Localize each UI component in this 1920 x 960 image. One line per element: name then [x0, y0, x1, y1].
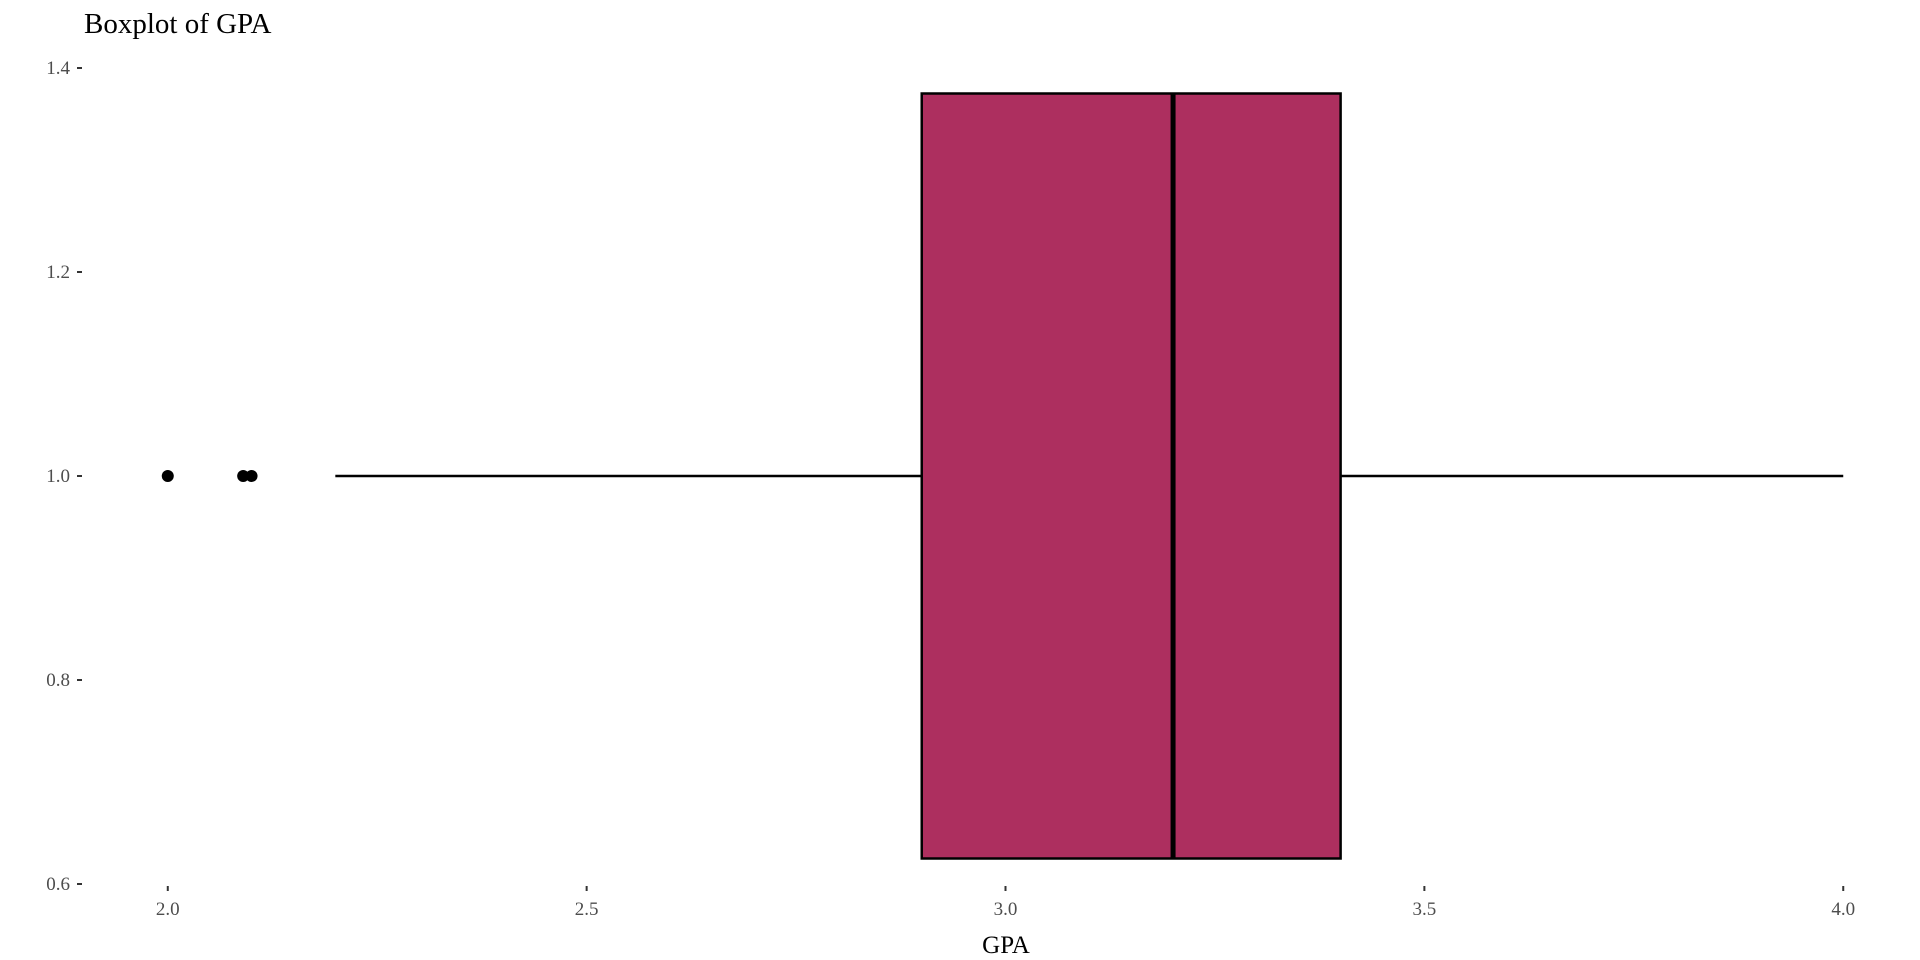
- plot-area: [161, 92, 1844, 860]
- y-tick-label: 0.6: [46, 874, 70, 895]
- x-tick-label: 3.5: [1413, 899, 1437, 920]
- outlier-point: [161, 470, 174, 482]
- outlier-point: [245, 470, 258, 482]
- y-axis: 0.6 0.8 1.0 1.2 1.4: [46, 58, 82, 895]
- chart-title: Boxplot of GPA: [84, 8, 272, 40]
- y-tick-label: 1.4: [46, 58, 70, 79]
- x-axis: 2.0 2.5 3.0 3.5 4.0: [156, 886, 1855, 920]
- x-tick-label: 4.0: [1831, 899, 1855, 920]
- y-tick-label: 0.8: [46, 670, 70, 691]
- y-tick-label: 1.2: [46, 262, 70, 283]
- iqr-box: [920, 92, 1342, 860]
- outlier-point: [237, 470, 250, 482]
- x-axis-label: GPA: [982, 932, 1030, 959]
- x-tick-label: 2.0: [156, 899, 180, 920]
- x-tick-label: 2.5: [575, 899, 599, 920]
- y-tick-label: 1.0: [46, 466, 70, 487]
- x-tick-label: 3.0: [994, 899, 1018, 920]
